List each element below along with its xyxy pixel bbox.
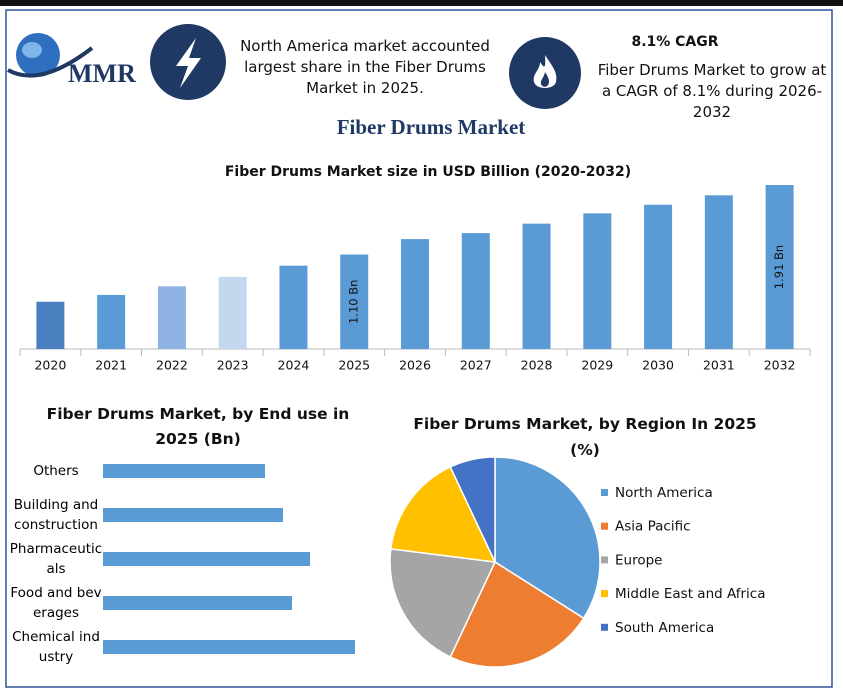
legend-swatch (601, 590, 608, 598)
region-note: North America market accounted largest s… (240, 37, 490, 97)
y-tick-label: Chemical industry (0, 627, 115, 667)
bar (103, 596, 292, 610)
bar (279, 265, 308, 349)
pie-slice (389, 548, 497, 659)
x-tick-label: 2020 (34, 358, 66, 373)
legend-label: Europe (615, 552, 662, 568)
x-tick-label: 2028 (521, 358, 553, 373)
bar (704, 195, 733, 349)
bar (157, 286, 186, 349)
cagr-note: Fiber Drums Market to grow at a CAGR of … (597, 61, 827, 121)
legend-swatch (601, 489, 608, 496)
logo (7, 33, 94, 78)
y-tick-text: Others (33, 463, 79, 479)
x-tick-label: 2029 (581, 358, 613, 373)
logo-text: MMR (68, 59, 136, 88)
y-tick-label: Others (0, 451, 115, 491)
chart-title: Fiber Drums Market, by Region In 2025 (%… (413, 415, 757, 459)
chart-title: Fiber Drums Market, by End use in 2025 (… (46, 405, 350, 448)
legend-label: North America (615, 485, 713, 501)
y-tick-text: Food and beverages (10, 585, 102, 621)
x-tick-label: 2022 (156, 358, 188, 373)
legend-label: South America (615, 620, 714, 636)
x-tick-label: 2032 (764, 358, 796, 373)
cagr-title: 8.1% CAGR (631, 34, 719, 50)
bar (103, 552, 310, 566)
x-tick-label: 2023 (217, 358, 249, 373)
main-title: Fiber Drums Market (337, 115, 526, 139)
y-tick-text: Chemical industry (12, 629, 100, 665)
x-tick-label: 2021 (95, 358, 127, 373)
legend-swatch (601, 623, 608, 631)
y-tick-text: Pharmaceuticals (9, 541, 103, 577)
x-tick-label: 2027 (460, 358, 492, 373)
bar (97, 294, 126, 349)
pie-slice (449, 560, 585, 668)
bar (103, 464, 265, 478)
bar (103, 508, 283, 522)
lightning-icon (150, 24, 226, 100)
x-tick-label: 2030 (642, 358, 674, 373)
x-tick-label: 2026 (399, 358, 431, 373)
bar (583, 213, 612, 349)
top-bar (0, 0, 843, 6)
bar (401, 239, 429, 349)
pie-slice (389, 465, 497, 563)
bar (103, 640, 355, 654)
legend-label: Asia Pacific (615, 519, 691, 535)
y-tick-label: Food and beverages (0, 583, 115, 623)
legend-label: Middle East and Africa (615, 586, 766, 602)
value-label: 1.10 Bn (347, 280, 361, 324)
x-tick-label: 2031 (703, 358, 735, 373)
x-tick-label: 2024 (278, 358, 310, 373)
y-tick-text: Building and construction (13, 497, 99, 533)
legend-swatch (601, 522, 608, 530)
y-tick-label: Pharmaceuticals (0, 539, 115, 579)
legend-swatch (601, 556, 608, 564)
bar (522, 223, 551, 349)
bar (644, 204, 673, 349)
bar (340, 254, 369, 349)
bar (36, 301, 65, 349)
chart-title: Fiber Drums Market size in USD Billion (… (225, 164, 631, 180)
flame-icon (509, 37, 581, 109)
bar (765, 185, 794, 349)
pie-slice (449, 456, 496, 563)
bar (461, 233, 490, 349)
frame (5, 9, 833, 688)
y-tick-label: Building and construction (0, 495, 115, 535)
x-tick-label: 2025 (338, 358, 370, 373)
bar (218, 276, 247, 349)
value-label: 1.91 Bn (772, 245, 786, 289)
